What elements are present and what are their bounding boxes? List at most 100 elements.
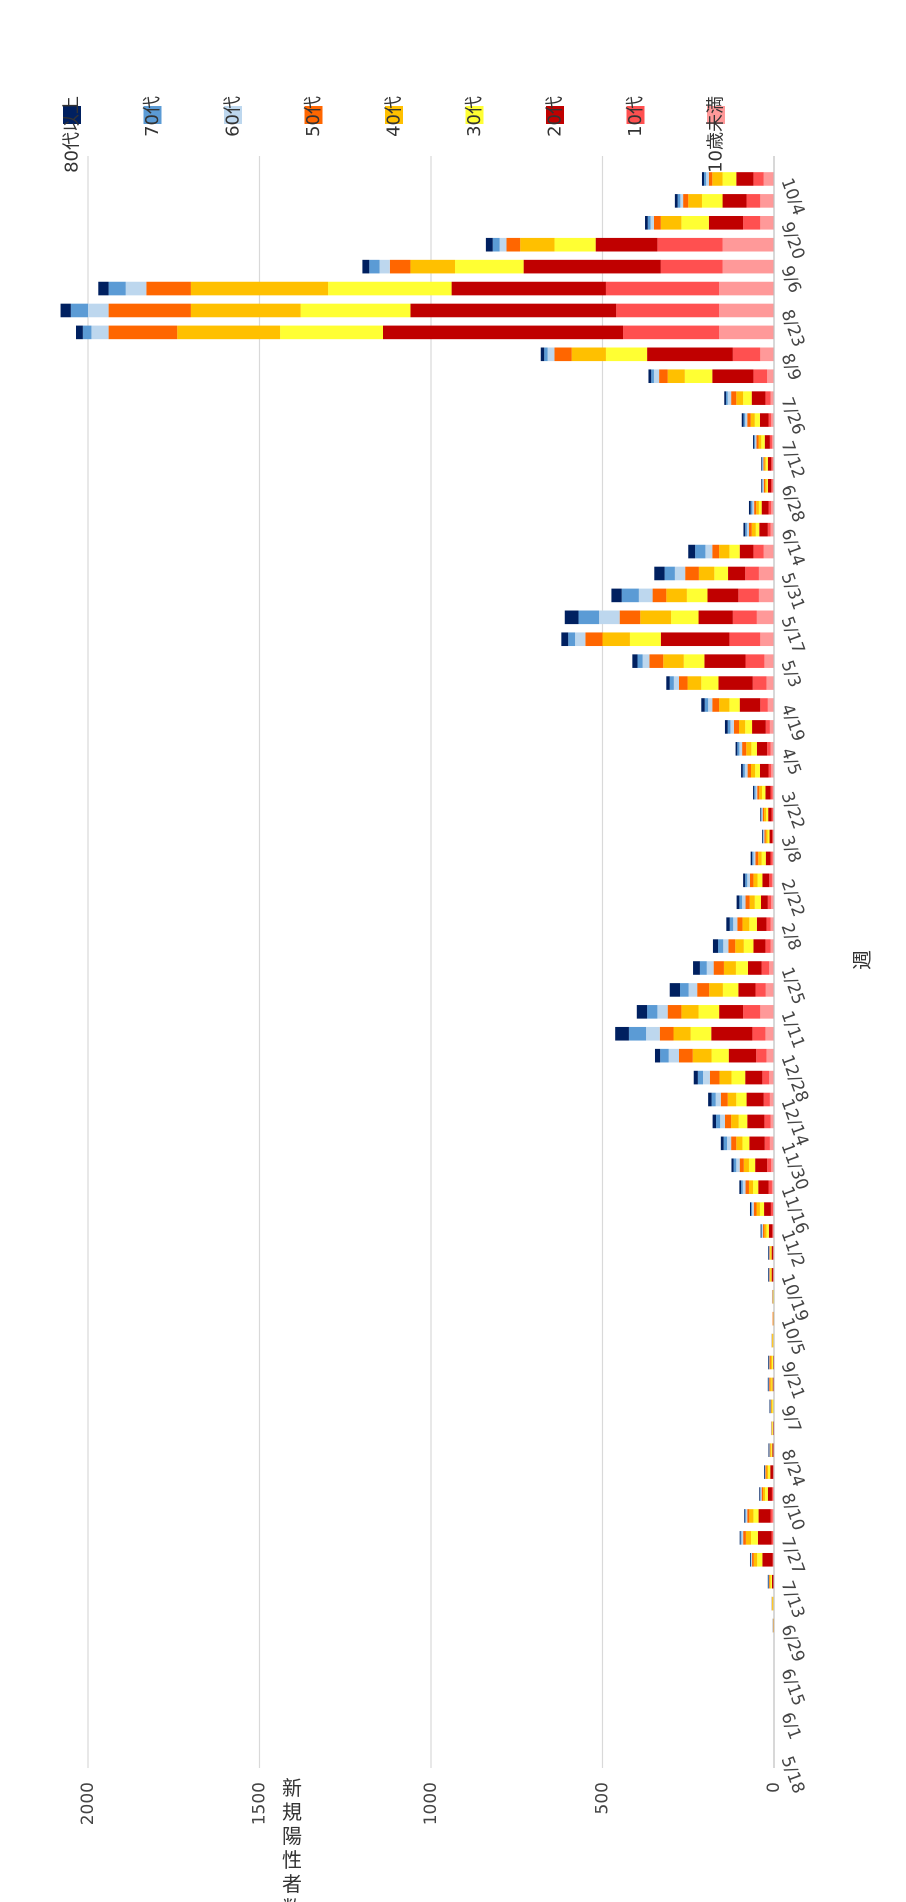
- bar-8-24-s4: [770, 1443, 772, 1457]
- bar-4-19-s2: [739, 698, 761, 712]
- bar-3-8-s5: [764, 829, 766, 844]
- bar-2-8-s3: [749, 917, 757, 931]
- bar-4-19-s6: [708, 698, 713, 712]
- bar-9-6-s0: [722, 259, 774, 274]
- bar-12-7-s2: [747, 1114, 765, 1129]
- bar-6-14-s0: [770, 522, 774, 537]
- bar-8-2-s5: [659, 369, 668, 384]
- bar-5-31-s5: [685, 566, 699, 581]
- bar-5-3-s4: [663, 654, 684, 668]
- bar-4-19-s3: [729, 698, 740, 712]
- bar-7-26-s4: [736, 391, 744, 405]
- bar-4-12-s8: [724, 720, 728, 734]
- bar-1-11-s6: [657, 1005, 668, 1019]
- bar-5-31-s1: [745, 566, 759, 581]
- bar-5-3-s5: [649, 654, 664, 668]
- bar-9-6-s8: [362, 259, 370, 274]
- bar-7-12-s3: [761, 435, 765, 449]
- y-tick-label-500: 500: [593, 1782, 613, 1814]
- bar-7-12-s2: [764, 435, 770, 449]
- bar-9-13-s3: [554, 237, 596, 252]
- bar-3-1-s0: [772, 851, 774, 866]
- bar-7-27-s7: [740, 1531, 742, 1545]
- bar-2-1-s2: [753, 939, 766, 953]
- bar-5-31-s0: [758, 566, 774, 581]
- bar-8-17-s2: [770, 1465, 773, 1479]
- x-tick-label-4-19: 4/19: [777, 702, 809, 745]
- bar-7-13-s4: [769, 1574, 771, 1589]
- x-tick-label-12-28: 12/28: [777, 1052, 813, 1105]
- bar-2-1-s0: [770, 939, 774, 953]
- bar-4-26-s8: [666, 676, 670, 690]
- bar-9-27-s7: [677, 194, 681, 208]
- bar-9-6-s5: [389, 259, 411, 274]
- bar-4-12-s0: [769, 720, 774, 734]
- bar-8-24-s8: [768, 1443, 770, 1457]
- bar-8-2-s6: [653, 369, 660, 384]
- bar-1-25-s6: [706, 961, 714, 975]
- bar-5-10-s5: [585, 632, 603, 647]
- bar-11-9-s2: [764, 1202, 771, 1216]
- bar-9-27-s1: [746, 194, 761, 208]
- bar-7-12-s5: [756, 435, 759, 449]
- bar-4-5-s3: [751, 742, 757, 756]
- x-tick-label-6-1: 6/1: [777, 1710, 805, 1743]
- y-axis-title-char: 規: [282, 1800, 302, 1824]
- bar-9-27-s5: [683, 194, 689, 208]
- bar-7-27-s3: [751, 1531, 758, 1545]
- bar-4-5-s0: [770, 742, 774, 756]
- bar-7-12-s4: [758, 435, 762, 449]
- bar-5-17-s3: [671, 610, 699, 625]
- bar-4-26-s1: [752, 676, 767, 690]
- bar-7-20-s3: [757, 1552, 763, 1567]
- bar-4-5-s6: [739, 742, 743, 756]
- bar-6-28-s0: [772, 479, 774, 493]
- bar-4-19-s1: [760, 698, 768, 712]
- bar-8-30-s6: [125, 281, 147, 296]
- bar-9-28-s4: [771, 1333, 773, 1348]
- bar-6-21-s2: [761, 500, 769, 515]
- bar-5-31-s7: [664, 566, 675, 581]
- bar-7-12-s8: [753, 435, 755, 449]
- bar-10-4-s6: [706, 172, 709, 186]
- bar-1-4-s1: [752, 1026, 766, 1041]
- bar-5-31-s6: [674, 566, 686, 581]
- bar-11-16-s1: [768, 1180, 772, 1194]
- bar-11-9-s4: [756, 1202, 760, 1216]
- bar-11-2-s2: [768, 1224, 773, 1238]
- legend-label-6: 20代: [545, 96, 566, 137]
- bar-3-1-s1: [770, 851, 773, 866]
- bar-8-23-s4: [190, 303, 301, 318]
- bar-6-21-s4: [756, 500, 759, 515]
- bar-8-17-s1: [772, 1465, 774, 1479]
- bar-3-22-s8: [753, 785, 755, 800]
- y-tick-label-1000: 1000: [421, 1782, 441, 1825]
- bar-9-6-s1: [660, 259, 723, 274]
- bar-8-3-s7: [744, 1509, 746, 1523]
- bar-4-26-s3: [701, 676, 719, 690]
- bar-12-14-s3: [736, 1092, 747, 1107]
- bar-3-22-s2: [765, 785, 771, 800]
- bar-9-14-s4: [770, 1377, 772, 1392]
- bar-8-3-s1: [770, 1509, 773, 1523]
- x-tick-label-10-4: 10/4: [777, 176, 809, 219]
- bar-2-22-s2: [762, 873, 770, 888]
- bar-4-5-s1: [767, 742, 771, 756]
- bar-7-26-s6: [727, 391, 732, 405]
- bar-10-26-s8: [768, 1246, 769, 1260]
- bar-8-9-s6: [547, 347, 555, 362]
- bar-4-19-s7: [704, 698, 709, 712]
- bar-4-12-s3: [745, 720, 753, 734]
- legend-swatch-1: [143, 106, 162, 124]
- bar-1-25-s7: [699, 961, 707, 975]
- bar-8-10-s8: [759, 1487, 760, 1501]
- x-tick-label-5-31: 5/31: [777, 570, 809, 613]
- bar-9-6-s3: [455, 259, 524, 274]
- bar-7-5-s2: [767, 457, 772, 471]
- bar-12-14-s6: [715, 1092, 721, 1107]
- bar-11-2-s6: [761, 1224, 764, 1238]
- x-tick-label-3-8: 3/8: [777, 833, 805, 866]
- bar-7-12-s1: [769, 435, 772, 449]
- bar-9-14-s2: [772, 1377, 774, 1392]
- bar-5-17-s1: [732, 610, 757, 625]
